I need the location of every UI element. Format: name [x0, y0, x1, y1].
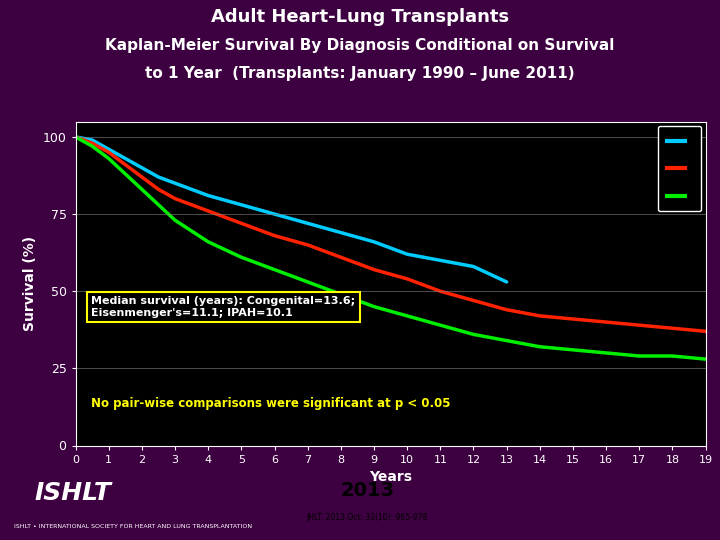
Text: JHLT. 2013 Oct; 32(10): 965-978: JHLT. 2013 Oct; 32(10): 965-978: [307, 513, 428, 522]
Text: to 1 Year  (Transplants: January 1990 – June 2011): to 1 Year (Transplants: January 1990 – J…: [145, 66, 575, 82]
Text: Median survival (years): Congenital=13.6;
Eisenmenger's=11.1; IPAH=10.1: Median survival (years): Congenital=13.6…: [91, 296, 356, 318]
Y-axis label: Survival (%): Survival (%): [23, 236, 37, 331]
Text: 2013: 2013: [340, 481, 395, 500]
Text: ISHLT • INTERNATIONAL SOCIETY FOR HEART AND LUNG TRANSPLANTATION: ISHLT • INTERNATIONAL SOCIETY FOR HEART …: [14, 524, 253, 529]
X-axis label: Years: Years: [369, 470, 412, 484]
Text: No pair-wise comparisons were significant at p < 0.05: No pair-wise comparisons were significan…: [91, 396, 451, 410]
Text: Kaplan-Meier Survival By Diagnosis Conditional on Survival: Kaplan-Meier Survival By Diagnosis Condi…: [105, 38, 615, 53]
Text: ISHLT: ISHLT: [35, 481, 112, 504]
Text: Adult Heart-Lung Transplants: Adult Heart-Lung Transplants: [211, 8, 509, 26]
Legend:  ,  ,  : , ,: [658, 126, 701, 211]
